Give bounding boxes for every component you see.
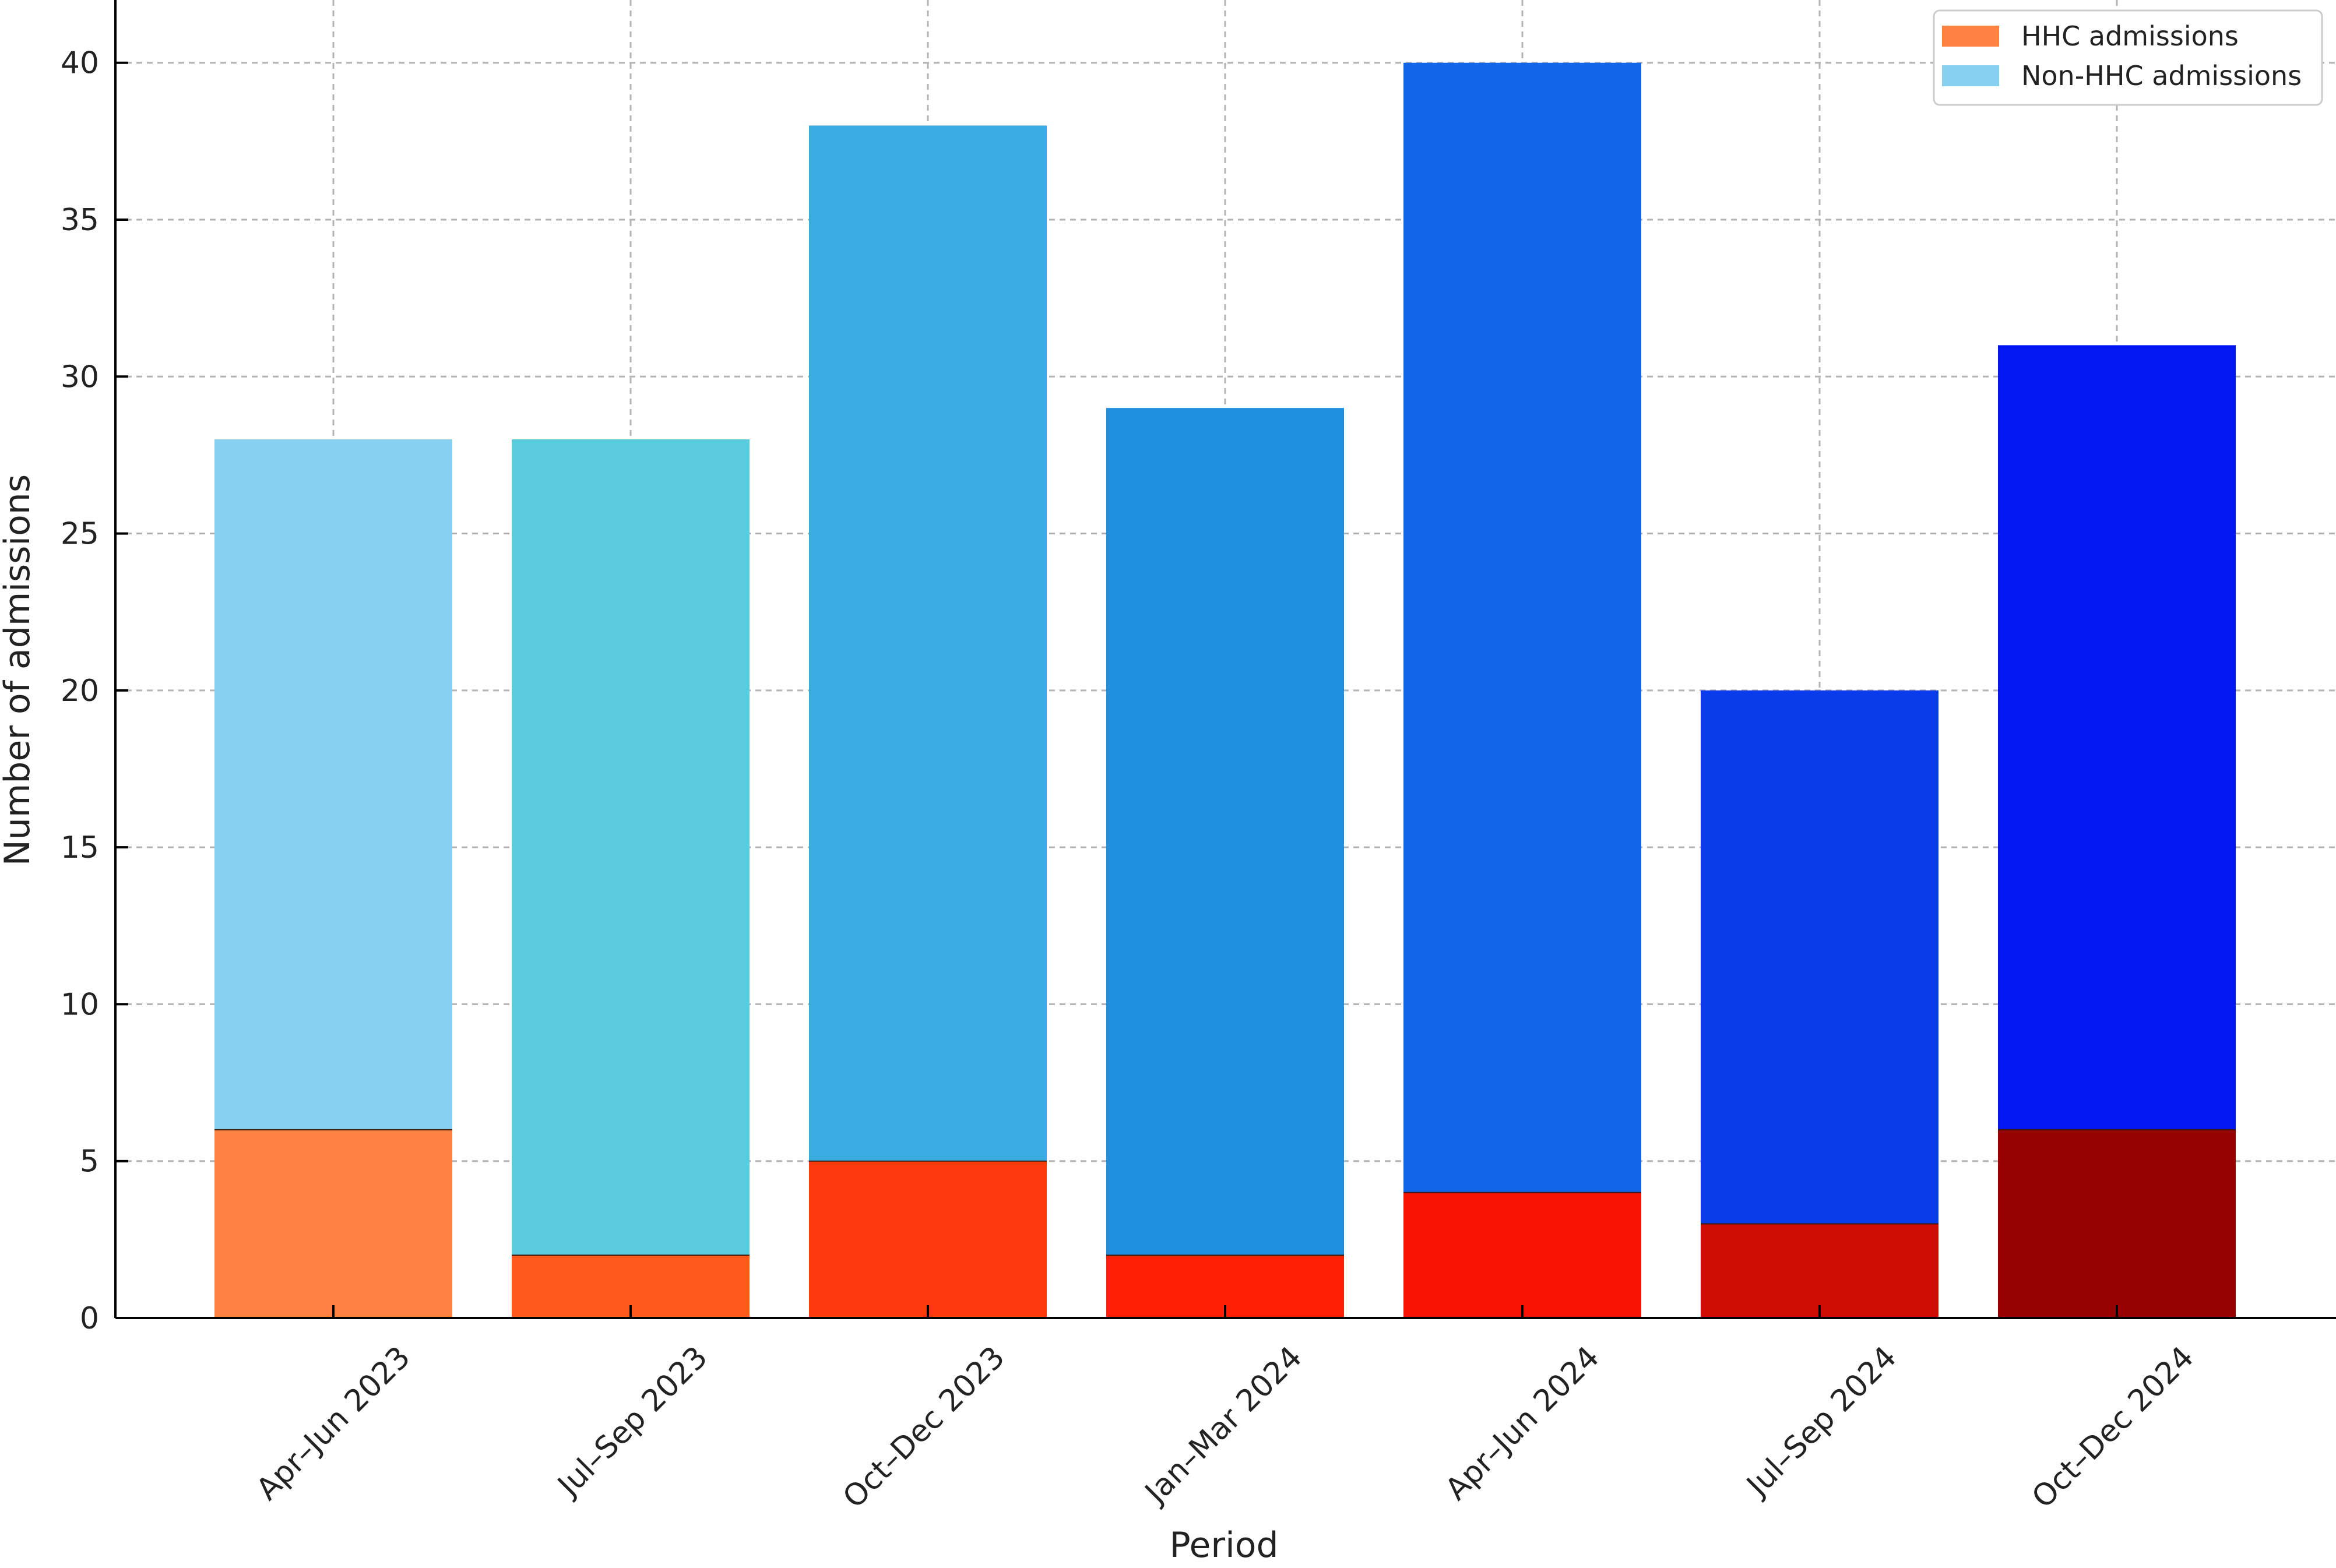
legend-box xyxy=(1933,9,2323,106)
y-tick-label: 30 xyxy=(61,360,99,394)
bar-non-hhc xyxy=(214,439,452,1130)
legend-label-non-hhc: Non-HHC admissions xyxy=(2021,60,2302,91)
bar-non-hhc xyxy=(512,439,750,1256)
bar-non-hhc xyxy=(1106,408,1344,1256)
y-tick-label: 5 xyxy=(80,1144,99,1179)
bars xyxy=(214,62,2236,1318)
x-tick-label: Jul–Sep 2023 xyxy=(550,1340,715,1504)
y-tick-label: 25 xyxy=(61,517,99,552)
legend-swatch-hhc xyxy=(1942,26,1999,47)
x-tick-label: Oct–Dec 2024 xyxy=(2025,1340,2201,1515)
y-tick-label: 40 xyxy=(61,46,99,81)
bar-hhc xyxy=(1998,1129,2236,1318)
bar-non-hhc xyxy=(1998,345,2236,1130)
x-tick-label: Jul–Sep 2024 xyxy=(1739,1340,1904,1504)
bar-non-hhc xyxy=(1403,62,1641,1193)
x-tick-label: Oct–Dec 2023 xyxy=(836,1340,1012,1515)
bar-hhc xyxy=(809,1161,1047,1318)
bar-non-hhc xyxy=(809,125,1047,1161)
bar-hhc xyxy=(1403,1192,1641,1318)
y-tick-label: 0 xyxy=(80,1301,99,1336)
y-tick-label: 20 xyxy=(61,674,99,709)
y-tick-label: 35 xyxy=(61,203,99,238)
x-tick-label: Jan–Mar 2024 xyxy=(1138,1340,1309,1511)
y-tick-label: 10 xyxy=(61,987,99,1022)
bar-hhc xyxy=(214,1129,452,1318)
legend-label-hhc: HHC admissions xyxy=(2021,20,2239,52)
legend: HHC admissions Non-HHC admissions xyxy=(1933,9,2323,106)
x-axis-label: Period xyxy=(1169,1525,1278,1566)
legend-swatch-non-hhc xyxy=(1942,65,1999,86)
bar-hhc xyxy=(1701,1224,1939,1318)
y-tick-label: 15 xyxy=(61,830,99,865)
x-tick-label: Apr–Jun 2024 xyxy=(1439,1340,1606,1507)
y-axis-label: Number of admissions xyxy=(0,474,38,866)
x-tick-label: Apr–Jun 2023 xyxy=(250,1340,417,1507)
bar-non-hhc xyxy=(1701,690,1939,1224)
